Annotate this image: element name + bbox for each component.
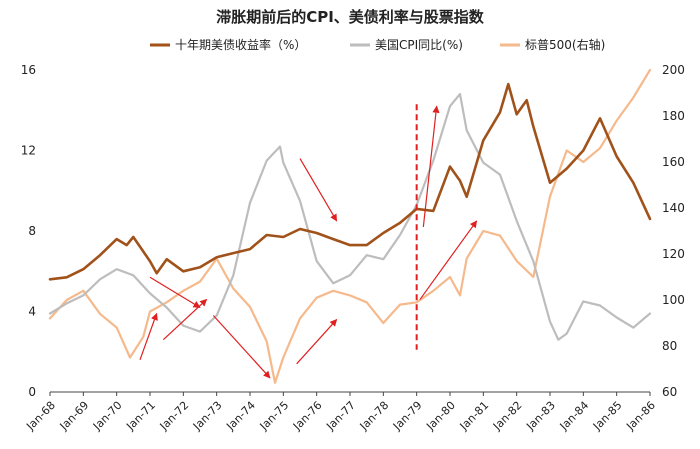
y-left-tick-label: 4: [28, 305, 36, 319]
y-left-tick-label: 12: [21, 144, 36, 158]
y-left-tick-label: 16: [21, 63, 36, 77]
annotation-layer: [139, 104, 478, 379]
x-tick-label: Jan-79: [390, 399, 425, 434]
x-tick-label: Jan-68: [23, 399, 58, 434]
x-tick-label: Jan-80: [423, 399, 458, 434]
chart-title: 滞胀期前后的CPI、美债利率与股票指数: [216, 8, 485, 26]
legend: 十年期美债收益率（%） 美国CPI同比(%) 标普500(右轴): [150, 37, 605, 52]
x-tick-label: Jan-78: [357, 399, 392, 434]
trend-arrow-5: [296, 319, 338, 365]
x-tick-label: Jan-76: [290, 399, 325, 434]
x-tick-label: Jan-84: [557, 399, 592, 434]
x-tick-label: Jan-82: [490, 399, 525, 434]
y-right-tick-label: 60: [662, 385, 677, 399]
x-tick-label: Jan-72: [157, 399, 192, 434]
legend-label-1: 美国CPI同比(%): [375, 38, 463, 52]
x-tick-label: Jan-71: [123, 399, 158, 434]
x-tick-label: Jan-73: [190, 399, 225, 434]
trend-arrow-7: [419, 220, 478, 300]
trend-arrow-1: [139, 312, 158, 361]
series-layer: [48, 68, 652, 384]
series-line-0: [48, 82, 652, 281]
y-left-tick-label: 8: [28, 224, 36, 238]
trend-arrow-2: [162, 298, 208, 341]
y-right-tick-label: 180: [662, 109, 685, 123]
x-tick-label: Jan-75: [257, 399, 292, 434]
x-tick-label: Jan-69: [57, 399, 92, 434]
y-right-tick-label: 120: [662, 247, 685, 261]
y-right-tick-label: 100: [662, 293, 685, 307]
x-tick-label: Jan-74: [223, 399, 258, 434]
x-tick-label: Jan-83: [523, 399, 558, 434]
x-tick-label: Jan-77: [323, 399, 358, 434]
legend-label-0: 十年期美债收益率（%）: [175, 37, 306, 52]
axes: 0 4 8 12 16 60 80 100 120 140 160 180 200 Jan-68 Jan-6…: [21, 63, 685, 433]
y-right-tick-label: 80: [662, 339, 677, 353]
y-left-tick-label: 0: [28, 385, 36, 399]
series-line-2: [48, 68, 652, 384]
x-tick-label: Jan-86: [623, 399, 658, 434]
y-right-tick-label: 200: [662, 63, 685, 77]
y-right-tick-label: 160: [662, 155, 685, 169]
x-tick-label: Jan-81: [457, 399, 492, 434]
x-tick-label: Jan-85: [590, 399, 625, 434]
trend-arrow-3: [149, 276, 201, 308]
legend-label-2: 标普500(右轴): [525, 37, 605, 52]
series-line-1: [48, 93, 652, 341]
trend-arrow-4: [212, 315, 271, 379]
trend-arrow-8: [422, 105, 440, 228]
y-right-tick-label: 140: [662, 201, 685, 215]
x-tick-label: Jan-70: [90, 399, 125, 434]
trend-arrow-6: [299, 158, 338, 222]
